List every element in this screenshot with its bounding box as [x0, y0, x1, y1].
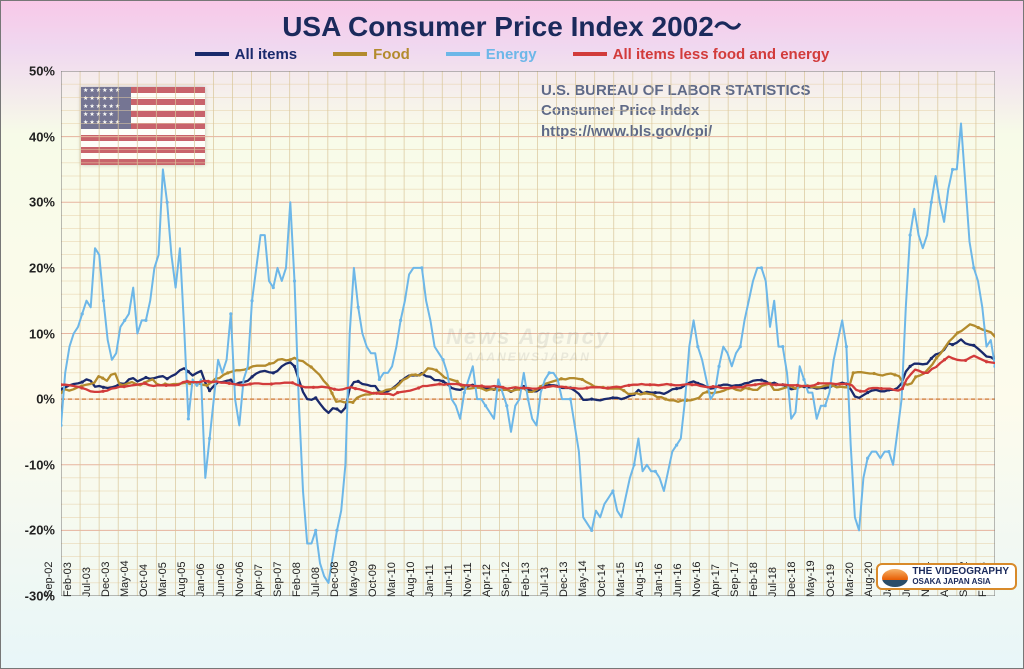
x-tick-label: Mar-10 — [386, 562, 398, 597]
y-tick-label: 50% — [29, 64, 55, 79]
x-tick-label: Aug-10 — [405, 562, 417, 597]
x-tick-label: Jun-11 — [443, 564, 455, 597]
x-tick-label: Oct-09 — [367, 564, 379, 597]
x-tick-label: Dec-08 — [329, 562, 341, 597]
x-tick-label: Jun-06 — [215, 563, 227, 597]
x-tick-label: Apr-12 — [481, 564, 493, 597]
x-tick-label: May-09 — [348, 560, 360, 597]
legend-label: All items less food and energy — [613, 46, 830, 63]
legend-swatch — [446, 52, 480, 56]
legend-label: Energy — [486, 46, 537, 63]
x-tick-label: Jul-18 — [767, 567, 779, 597]
x-tick-label: Dec-18 — [786, 562, 798, 597]
x-tick-label: Apr-07 — [253, 564, 265, 597]
y-tick-label: 20% — [29, 260, 55, 275]
x-tick-label: Nov-06 — [234, 562, 246, 597]
legend-swatch — [333, 52, 367, 56]
bottom-right-logo: THE VIDEOGRAPHY OSAKA JAPAN ASIA — [876, 563, 1017, 590]
x-tick-label: Sep-02 — [43, 562, 55, 597]
x-tick-label: Feb-13 — [520, 562, 532, 597]
legend-item: Food — [333, 46, 410, 63]
x-tick-label: Aug-05 — [176, 562, 188, 597]
x-tick-label: Mar-20 — [844, 562, 856, 597]
y-tick-label: -20% — [25, 523, 55, 538]
legend-label: Food — [373, 46, 410, 63]
legend: All items Food Energy All items less food a… — [1, 43, 1023, 63]
x-tick-label: Feb-18 — [748, 562, 760, 597]
y-tick-label: -10% — [25, 457, 55, 472]
x-tick-label: Nov-11 — [462, 562, 474, 597]
x-tick-label: Mar-05 — [157, 562, 169, 597]
x-tick-label: Aug-15 — [634, 562, 646, 597]
y-tick-label: 30% — [29, 195, 55, 210]
plot-svg — [61, 71, 995, 596]
x-tick-label: Sep-07 — [272, 562, 284, 597]
plot-area: News Agency AAANEWSJAPAN — [61, 71, 995, 596]
legend-item: Energy — [446, 46, 537, 63]
x-tick-label: Dec-13 — [558, 562, 570, 597]
legend-label: All items — [235, 46, 298, 63]
legend-item: All items — [195, 46, 298, 63]
x-tick-label: Oct-04 — [138, 564, 150, 597]
x-tick-label: Jul-13 — [539, 567, 551, 597]
x-axis-labels: Sep-02Feb-03Jul-03Dec-03May-04Oct-04Mar-… — [61, 597, 995, 669]
x-tick-label: Mar-15 — [615, 562, 627, 597]
x-tick-label: Apr-17 — [710, 564, 722, 597]
x-tick-label: Jan-06 — [195, 563, 207, 597]
legend-item: All items less food and energy — [573, 46, 830, 63]
x-tick-label: Jun-16 — [672, 563, 684, 597]
x-tick-label: May-04 — [119, 560, 131, 597]
x-tick-label: Jul-08 — [310, 567, 322, 597]
legend-swatch — [195, 52, 229, 56]
x-tick-label: Feb-08 — [291, 562, 303, 597]
logo-line-2: OSAKA JAPAN ASIA — [912, 578, 1009, 586]
x-tick-label: May-19 — [805, 560, 817, 597]
x-tick-label: Oct-14 — [596, 564, 608, 597]
x-tick-label: May-14 — [577, 560, 589, 597]
y-tick-label: 0% — [36, 392, 55, 407]
x-tick-label: Aug-20 — [863, 562, 875, 597]
chart-title: USA Consumer Price Index 2002～ — [1, 5, 1023, 45]
y-axis-labels: 50%40%30%20%10%0%-10%-20%-30% — [1, 71, 59, 596]
x-tick-label: Dec-03 — [100, 562, 112, 597]
x-tick-label: Sep-12 — [500, 562, 512, 597]
x-tick-label: Jan-16 — [653, 563, 665, 597]
y-tick-label: 10% — [29, 326, 55, 341]
x-tick-label: Oct-19 — [825, 564, 837, 597]
x-tick-label: Jul-03 — [81, 567, 93, 597]
x-tick-label: Nov-16 — [691, 562, 703, 597]
x-tick-label: Sep-17 — [729, 562, 741, 597]
legend-swatch — [573, 52, 607, 56]
chart-frame: USA Consumer Price Index 2002～ All items… — [0, 0, 1024, 669]
x-tick-label: Jan-11 — [424, 564, 436, 597]
y-tick-label: 40% — [29, 129, 55, 144]
x-tick-label: Feb-03 — [62, 562, 74, 597]
